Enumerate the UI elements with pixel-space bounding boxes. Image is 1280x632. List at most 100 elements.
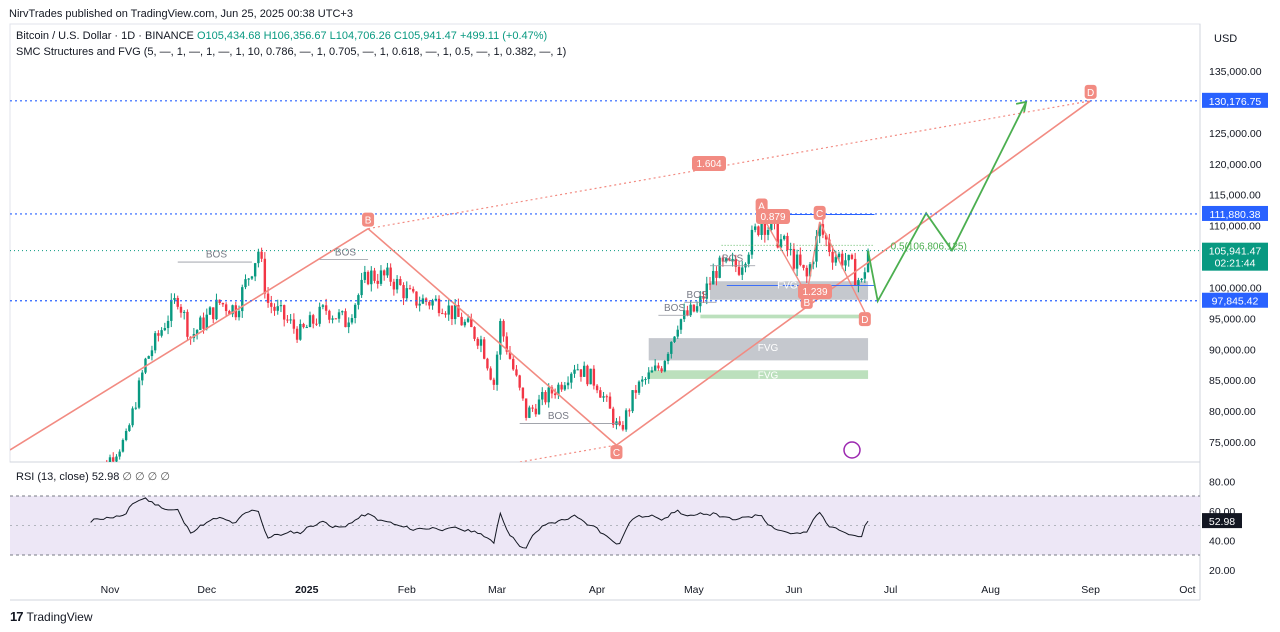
candle-body <box>334 318 338 320</box>
candle-body <box>634 390 638 393</box>
level-price-tag: 130,176.75 <box>1209 96 1262 108</box>
candle-body <box>757 226 760 235</box>
candle-body <box>282 305 286 320</box>
time-tick-label: May <box>684 584 705 596</box>
candle-body <box>576 369 579 371</box>
candle-body <box>289 319 292 321</box>
candle-body <box>776 222 779 248</box>
price-tick-label: 100,000.00 <box>1209 282 1262 294</box>
candle-body <box>408 288 412 290</box>
candle-body <box>766 230 770 235</box>
candle-body <box>273 306 276 311</box>
candle-body <box>644 379 647 381</box>
price-pane-frame <box>9 23 1201 463</box>
candle-body <box>228 311 231 315</box>
level-price-tag-bg <box>1202 92 1268 108</box>
candle-body <box>160 330 163 336</box>
fib-level-label: 0.5(106,806.125) <box>891 241 967 252</box>
candle-body <box>141 372 144 381</box>
fvg-zone <box>700 314 869 319</box>
indicator-legend[interactable]: SMC Structures and FVG (5, —, 1, —, 1, —… <box>16 46 567 58</box>
pattern-leg <box>367 228 617 446</box>
currency-label[interactable]: USD <box>1214 33 1238 45</box>
candle-body <box>428 301 431 306</box>
candle-body <box>508 351 512 359</box>
candle-body <box>631 390 634 412</box>
candle-body <box>373 270 376 281</box>
pattern-ratio-label: 1.604 <box>696 159 721 170</box>
candle-body <box>495 354 499 385</box>
price-tick-label: 75,000.00 <box>1209 437 1256 449</box>
candle-body <box>218 299 221 304</box>
candle-body <box>266 293 270 303</box>
candle-body <box>241 287 244 312</box>
candle-body <box>724 258 728 262</box>
candle-body <box>347 322 350 328</box>
tradingview-brand[interactable]: 17 TradingView <box>10 609 93 624</box>
candle-body <box>573 369 576 374</box>
time-tick-label: Jun <box>785 584 802 596</box>
time-tick-label: Jul <box>884 584 897 596</box>
candle-body <box>782 235 786 240</box>
candle-body <box>441 313 444 315</box>
candle-body <box>770 221 773 231</box>
fvg-zone <box>648 370 869 379</box>
candle-body <box>108 457 112 462</box>
candle-body <box>705 283 708 299</box>
rsi-value-tag: 52.98 <box>1209 516 1235 528</box>
candle-body <box>534 408 538 415</box>
candle-body <box>450 305 454 320</box>
level-price-tag-bg <box>1202 292 1268 308</box>
candle-body <box>324 305 328 311</box>
candle-body <box>499 321 502 355</box>
candle-body <box>250 276 254 279</box>
candle-body <box>779 239 783 248</box>
candle-body <box>734 258 738 267</box>
candle-body <box>715 271 718 278</box>
bos-label: BOS <box>548 411 569 422</box>
candle-body <box>812 261 815 265</box>
pattern-marker-bg <box>813 205 826 220</box>
candle-body <box>737 266 741 275</box>
candle-body <box>837 253 841 258</box>
candle-body <box>718 257 721 278</box>
candle-body <box>728 258 731 261</box>
symbol-title[interactable]: Bitcoin / U.S. Dollar · 1D · BINANCE <box>16 30 194 42</box>
pattern-marker-bg <box>362 212 375 227</box>
fvg-label: FVG <box>758 370 779 381</box>
candle-body <box>299 323 302 340</box>
candle-body <box>731 258 734 261</box>
candle-body <box>663 361 667 372</box>
time-tick-label: Apr <box>589 584 606 596</box>
candle-body <box>124 430 128 440</box>
candle-body <box>863 272 867 279</box>
pattern-marker-d: D <box>861 315 868 326</box>
candle-body <box>199 317 202 330</box>
candle-body <box>237 311 241 318</box>
ratio-label-bg <box>798 284 832 299</box>
time-tick-label: Oct <box>1179 584 1195 596</box>
candle-body <box>586 365 589 385</box>
candle-body <box>182 311 186 313</box>
candle-body <box>366 271 370 285</box>
price-tick-label: 90,000.00 <box>1209 344 1256 356</box>
last-price-tag-bg <box>1202 242 1268 271</box>
candle-body <box>434 298 438 301</box>
candle-body <box>418 303 421 306</box>
time-tick-label: 2025 <box>295 584 319 596</box>
level-price-tag-bg <box>1202 205 1268 221</box>
candle-body <box>676 329 679 337</box>
candle-body <box>502 321 505 337</box>
candle-body <box>295 328 299 340</box>
candle-body <box>486 358 489 369</box>
time-tick-label: Aug <box>981 584 1000 596</box>
candle-body <box>712 271 715 285</box>
last-price-tag: 105,941.47 <box>1209 246 1262 258</box>
rsi-value-tag-bg <box>1202 513 1242 529</box>
candle-body <box>179 306 183 313</box>
rsi-legend[interactable]: RSI (13, close) 52.98 ∅ ∅ ∅ ∅ <box>16 470 170 483</box>
fvg-label: FVG <box>758 343 779 354</box>
ohlc-values: O105,434.68 H106,356.67 L104,706.26 C105… <box>196 30 548 42</box>
candle-body <box>276 306 279 311</box>
